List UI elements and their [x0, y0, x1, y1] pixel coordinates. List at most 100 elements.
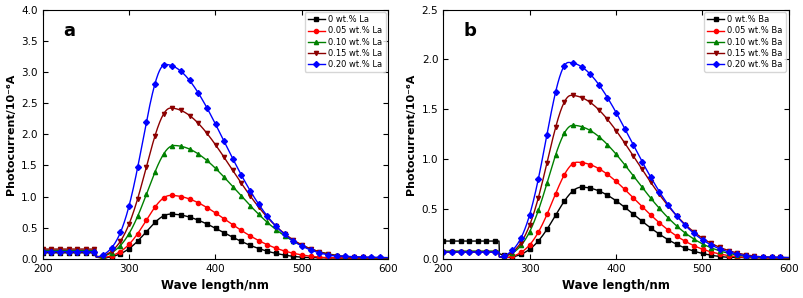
0 wt.% La: [59, 251, 68, 254]
Line: 0.15 wt.% Ba: 0.15 wt.% Ba: [441, 93, 789, 260]
0.20 wt.% La: [59, 250, 68, 253]
0.15 wt.% Ba: [438, 250, 447, 254]
Legend: 0 wt.% Ba, 0.05 wt.% Ba, 0.10 wt.% Ba, 0.15 wt.% Ba, 0.20 wt.% Ba: 0 wt.% Ba, 0.05 wt.% Ba, 0.10 wt.% Ba, 0…: [703, 12, 785, 72]
Text: a: a: [63, 22, 75, 40]
0 wt.% La: [335, 256, 344, 260]
0 wt.% Ba: [576, 185, 585, 189]
0.05 wt.% La: [258, 241, 267, 245]
0.15 wt.% La: [383, 256, 393, 260]
0.05 wt.% Ba: [658, 225, 667, 228]
Line: 0 wt.% Ba: 0 wt.% Ba: [441, 185, 789, 260]
0.15 wt.% Ba: [648, 184, 658, 188]
0.20 wt.% La: [300, 246, 309, 249]
0 wt.% La: [247, 245, 257, 248]
0.10 wt.% Ba: [568, 124, 577, 127]
0.20 wt.% Ba: [638, 164, 648, 167]
Line: 0.05 wt.% Ba: 0.05 wt.% Ba: [441, 160, 789, 260]
0 wt.% Ba: [638, 221, 648, 225]
0.10 wt.% La: [300, 245, 309, 249]
Line: 0.20 wt.% La: 0.20 wt.% La: [40, 62, 389, 260]
0 wt.% La: [165, 212, 175, 216]
0.05 wt.% Ba: [572, 160, 581, 164]
0.15 wt.% La: [247, 198, 257, 201]
0.10 wt.% La: [238, 197, 248, 200]
0.15 wt.% Ba: [459, 250, 469, 254]
0 wt.% Ba: [648, 228, 658, 232]
0.05 wt.% Ba: [638, 207, 648, 210]
0.15 wt.% Ba: [736, 252, 745, 256]
0.10 wt.% Ba: [638, 188, 648, 192]
0.20 wt.% La: [161, 63, 170, 66]
0.20 wt.% Ba: [736, 253, 745, 257]
0 wt.% La: [238, 241, 248, 244]
0.05 wt.% Ba: [648, 215, 658, 219]
Y-axis label: Photocurrent/10⁻⁶A: Photocurrent/10⁻⁶A: [406, 74, 416, 195]
Line: 0.20 wt.% Ba: 0.20 wt.% Ba: [441, 60, 789, 260]
X-axis label: Wave length/nm: Wave length/nm: [561, 280, 669, 292]
0.10 wt.% Ba: [658, 211, 667, 215]
0.15 wt.% La: [258, 211, 267, 214]
0.20 wt.% Ba: [563, 61, 573, 64]
0 wt.% Ba: [700, 252, 710, 256]
0.20 wt.% Ba: [658, 196, 667, 200]
0.05 wt.% La: [38, 250, 47, 253]
0.15 wt.% Ba: [700, 238, 710, 242]
0.05 wt.% Ba: [783, 256, 793, 260]
Text: b: b: [463, 22, 476, 40]
0.10 wt.% Ba: [736, 254, 745, 257]
0.15 wt.% La: [300, 245, 309, 248]
0.05 wt.% Ba: [700, 249, 710, 252]
0 wt.% La: [300, 256, 309, 259]
0 wt.% Ba: [459, 239, 469, 243]
0.15 wt.% Ba: [565, 94, 575, 97]
0.05 wt.% La: [59, 250, 68, 253]
0 wt.% Ba: [438, 239, 447, 243]
0.10 wt.% Ba: [700, 244, 710, 247]
Line: 0.05 wt.% La: 0.05 wt.% La: [40, 193, 389, 260]
0.15 wt.% La: [38, 247, 47, 251]
0.10 wt.% La: [38, 249, 47, 252]
0.10 wt.% La: [247, 207, 257, 210]
0.20 wt.% Ba: [783, 256, 793, 259]
0 wt.% La: [38, 251, 47, 254]
0.05 wt.% Ba: [459, 250, 469, 254]
Line: 0 wt.% La: 0 wt.% La: [40, 212, 389, 261]
0.20 wt.% La: [247, 193, 257, 197]
0 wt.% La: [383, 257, 393, 260]
0.20 wt.% Ba: [648, 180, 658, 183]
0.05 wt.% La: [335, 256, 344, 260]
0.20 wt.% La: [383, 256, 393, 259]
0.15 wt.% La: [59, 247, 68, 251]
0.10 wt.% La: [169, 144, 178, 147]
0.10 wt.% Ba: [438, 249, 447, 253]
Line: 0.15 wt.% La: 0.15 wt.% La: [40, 106, 389, 260]
0 wt.% Ba: [783, 257, 793, 260]
0.10 wt.% La: [59, 249, 68, 252]
0.15 wt.% La: [238, 185, 248, 188]
0.20 wt.% La: [238, 177, 248, 181]
0.20 wt.% La: [335, 254, 344, 258]
0.15 wt.% La: [335, 254, 344, 258]
0.15 wt.% Ba: [783, 256, 793, 260]
0.20 wt.% Ba: [438, 250, 447, 254]
0.15 wt.% La: [165, 106, 175, 110]
0 wt.% Ba: [736, 256, 745, 259]
Legend: 0 wt.% La, 0.05 wt.% La, 0.10 wt.% La, 0.15 wt.% La, 0.20 wt.% La: 0 wt.% La, 0.05 wt.% La, 0.10 wt.% La, 0…: [304, 12, 385, 72]
0 wt.% La: [258, 248, 267, 252]
0.10 wt.% Ba: [783, 256, 793, 260]
0.10 wt.% La: [258, 217, 267, 220]
0.15 wt.% Ba: [658, 198, 667, 202]
0.05 wt.% Ba: [438, 250, 447, 254]
0.05 wt.% La: [383, 257, 393, 260]
0.10 wt.% La: [383, 256, 393, 260]
Line: 0.10 wt.% Ba: 0.10 wt.% Ba: [441, 123, 789, 260]
0.05 wt.% La: [238, 230, 248, 234]
0.10 wt.% Ba: [459, 249, 469, 253]
0 wt.% Ba: [658, 235, 667, 239]
X-axis label: Wave length/nm: Wave length/nm: [161, 280, 269, 292]
0.20 wt.% La: [258, 209, 267, 212]
0.15 wt.% Ba: [638, 171, 648, 174]
0.20 wt.% Ba: [700, 240, 710, 243]
0.20 wt.% La: [38, 250, 47, 253]
Y-axis label: Photocurrent/10⁻⁶A: Photocurrent/10⁻⁶A: [6, 74, 15, 195]
